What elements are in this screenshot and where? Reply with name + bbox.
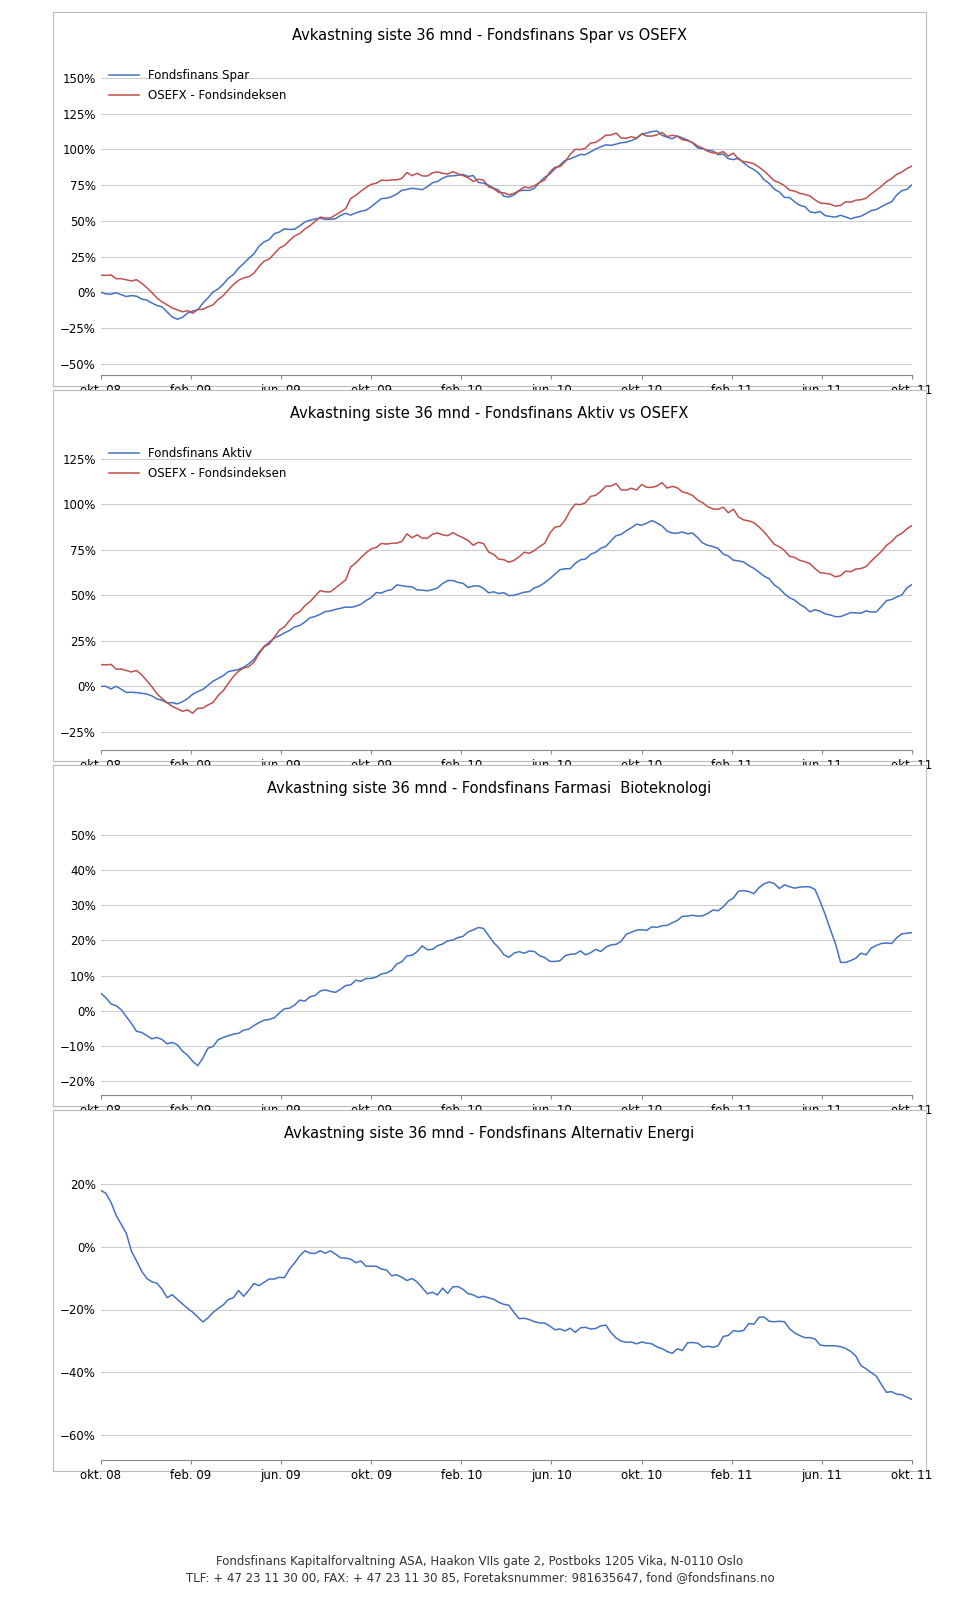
Fondsfinans Spar <box>906 176 918 195</box>
Fondsfinans Spar <box>626 131 637 150</box>
Fondsfinans Spar <box>263 230 275 249</box>
OSEFX - Fondsindeksen <box>329 206 341 225</box>
OSEFX - Fondsindeksen <box>626 128 637 147</box>
OSEFX - Fondsindeksen <box>657 123 668 142</box>
Text: Avkastning siste 36 mnd - Fondsfinans Farmasi  Bioteknologi: Avkastning siste 36 mnd - Fondsfinans Fa… <box>268 781 711 795</box>
Line: OSEFX - Fondsindeksen: OSEFX - Fondsindeksen <box>101 133 912 313</box>
Fondsfinans Aktiv <box>263 632 275 652</box>
Fondsfinans Spar <box>172 310 183 329</box>
OSEFX - Fondsindeksen <box>187 303 199 323</box>
Text: Avkastning siste 36 mnd - Fondsfinans Aktiv vs OSEFX: Avkastning siste 36 mnd - Fondsfinans Ak… <box>291 406 688 420</box>
Fondsfinans Aktiv <box>95 677 107 696</box>
Text: Avkastning siste 36 mnd - Fondsfinans Spar vs OSEFX: Avkastning siste 36 mnd - Fondsfinans Sp… <box>292 27 687 43</box>
OSEFX - Fondsindeksen <box>95 655 107 674</box>
Line: OSEFX - Fondsindeksen: OSEFX - Fondsindeksen <box>101 482 912 714</box>
OSEFX - Fondsindeksen <box>95 265 107 284</box>
OSEFX - Fondsindeksen <box>187 704 199 723</box>
Fondsfinans Aktiv <box>906 575 918 594</box>
Text: Avkastning siste 36 mnd - Fondsfinans Alternativ Energi: Avkastning siste 36 mnd - Fondsfinans Al… <box>284 1126 695 1140</box>
Legend: Fondsfinans Aktiv, OSEFX - Fondsindeksen: Fondsfinans Aktiv, OSEFX - Fondsindeksen <box>105 442 291 485</box>
Line: Fondsfinans Spar: Fondsfinans Spar <box>101 131 912 319</box>
OSEFX - Fondsindeksen <box>263 634 275 653</box>
OSEFX - Fondsindeksen <box>769 171 780 190</box>
Fondsfinans Spar <box>95 283 107 302</box>
Fondsfinans Spar <box>651 121 662 141</box>
Text: Fondsfinans Kapitalforvaltning ASA, Haakon VIIs gate 2, Postboks 1205 Vika, N-01: Fondsfinans Kapitalforvaltning ASA, Haak… <box>216 1555 744 1568</box>
OSEFX - Fondsindeksen <box>549 517 561 537</box>
Fondsfinans Spar <box>876 198 887 217</box>
OSEFX - Fondsindeksen <box>769 535 780 554</box>
Fondsfinans Aktiv <box>769 575 780 594</box>
Fondsfinans Aktiv <box>876 597 887 616</box>
OSEFX - Fondsindeksen <box>876 177 887 196</box>
OSEFX - Fondsindeksen <box>906 516 918 535</box>
Fondsfinans Aktiv <box>172 695 183 714</box>
Fondsfinans Aktiv <box>646 511 658 530</box>
OSEFX - Fondsindeksen <box>329 578 341 597</box>
Fondsfinans Aktiv <box>626 517 637 537</box>
Fondsfinans Aktiv <box>329 600 341 620</box>
Legend: Fondsfinans Spar, OSEFX - Fondsindeksen: Fondsfinans Spar, OSEFX - Fondsindeksen <box>105 64 291 107</box>
Text: TLF: + 47 23 11 30 00, FAX: + 47 23 11 30 85, Foretaksnummer: 981635647, fond @f: TLF: + 47 23 11 30 00, FAX: + 47 23 11 3… <box>185 1571 775 1584</box>
Fondsfinans Spar <box>329 209 341 228</box>
Line: Fondsfinans Aktiv: Fondsfinans Aktiv <box>101 521 912 704</box>
OSEFX - Fondsindeksen <box>626 479 637 498</box>
OSEFX - Fondsindeksen <box>263 249 275 268</box>
OSEFX - Fondsindeksen <box>906 157 918 176</box>
OSEFX - Fondsindeksen <box>657 473 668 492</box>
OSEFX - Fondsindeksen <box>549 158 561 177</box>
Fondsfinans Spar <box>769 179 780 198</box>
OSEFX - Fondsindeksen <box>876 541 887 561</box>
Fondsfinans Spar <box>549 160 561 179</box>
Fondsfinans Aktiv <box>549 565 561 585</box>
